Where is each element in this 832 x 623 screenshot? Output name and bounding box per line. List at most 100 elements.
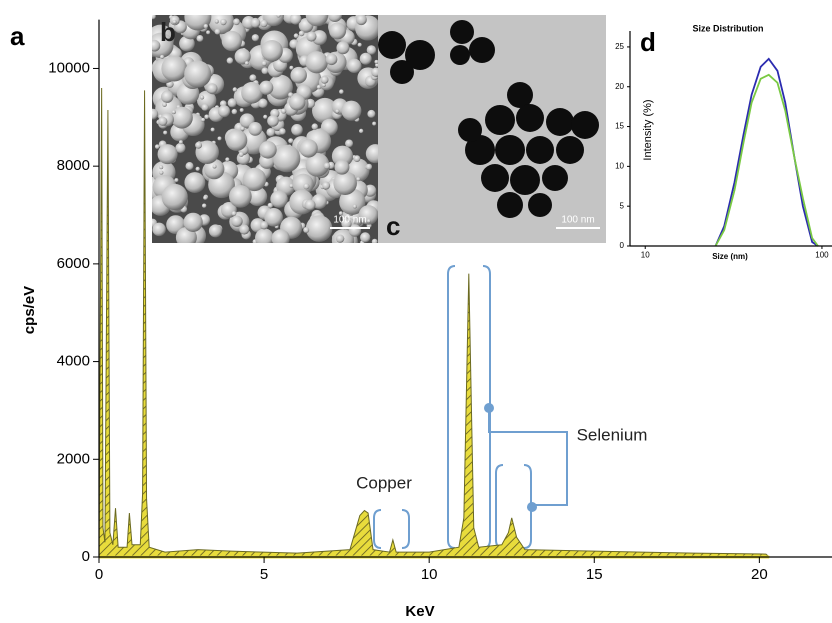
particle xyxy=(378,31,406,59)
particle xyxy=(333,171,357,196)
particle xyxy=(178,140,183,145)
particle xyxy=(390,60,414,84)
y-tick-label: 25 xyxy=(615,42,624,51)
particle xyxy=(322,181,331,190)
particle xyxy=(266,127,276,137)
particle xyxy=(305,51,328,74)
particle xyxy=(226,57,234,64)
particle xyxy=(339,89,344,94)
particle xyxy=(172,19,177,24)
particle xyxy=(268,74,293,100)
series-line xyxy=(714,73,819,247)
particle xyxy=(250,17,261,28)
panel-label: a xyxy=(10,21,25,51)
particle xyxy=(242,167,267,192)
particle xyxy=(270,190,288,208)
particle xyxy=(267,115,279,127)
y-tick-label: 2000 xyxy=(57,450,90,467)
particle xyxy=(261,40,283,62)
particle xyxy=(510,165,540,195)
particle xyxy=(458,118,482,142)
particle xyxy=(152,15,156,20)
particle xyxy=(335,234,345,243)
particle xyxy=(271,229,290,243)
particle xyxy=(298,30,305,37)
y-tick-label: 20 xyxy=(615,82,624,91)
particle xyxy=(199,95,205,100)
particle xyxy=(264,207,283,227)
particle xyxy=(291,124,303,136)
particle xyxy=(214,19,219,24)
particle xyxy=(231,108,238,115)
particle xyxy=(571,111,599,139)
particle xyxy=(497,192,523,218)
particle xyxy=(204,114,210,120)
particle xyxy=(320,75,329,84)
particle xyxy=(154,144,160,150)
particle xyxy=(481,164,509,192)
sem-image xyxy=(152,15,378,243)
particle xyxy=(206,83,218,94)
y-tick-label: 4000 xyxy=(57,353,90,370)
particle xyxy=(259,80,274,95)
particle xyxy=(323,162,331,170)
particle xyxy=(232,87,238,92)
particle xyxy=(293,33,299,39)
series-line xyxy=(714,57,819,247)
particle xyxy=(212,164,217,169)
particle xyxy=(311,193,327,210)
particle xyxy=(225,157,230,162)
particle xyxy=(325,53,338,66)
particle xyxy=(345,139,354,148)
particle xyxy=(507,82,533,108)
scale-bar-label: 100 nm xyxy=(561,215,594,226)
particle xyxy=(152,108,159,120)
particle xyxy=(292,173,314,195)
particle xyxy=(174,178,179,183)
particle xyxy=(261,67,269,75)
particle xyxy=(239,108,244,113)
particle xyxy=(374,59,378,64)
particle xyxy=(185,162,194,171)
particle xyxy=(375,63,378,68)
particle xyxy=(311,123,319,130)
particle xyxy=(279,128,286,135)
particle xyxy=(288,138,294,144)
particle xyxy=(347,58,362,74)
annotation: Copper xyxy=(356,473,412,492)
particle xyxy=(365,163,373,171)
particle xyxy=(546,108,574,136)
particle xyxy=(258,98,268,109)
particle xyxy=(366,45,377,55)
particle xyxy=(240,126,245,131)
particle xyxy=(201,117,206,122)
panel-label: d xyxy=(640,27,656,57)
particle xyxy=(485,105,515,135)
particle xyxy=(305,15,329,27)
particle xyxy=(341,100,362,121)
particle xyxy=(217,105,231,118)
particle xyxy=(304,199,316,211)
particle xyxy=(528,193,552,217)
tem-image xyxy=(378,15,606,243)
particle xyxy=(195,166,200,172)
particle xyxy=(359,52,372,65)
particle xyxy=(184,60,212,88)
particle xyxy=(229,185,252,208)
particle xyxy=(355,15,367,26)
x-axis-label: Size (nm) xyxy=(712,252,748,261)
particle xyxy=(352,204,357,209)
particle xyxy=(210,127,215,132)
y-axis-label: Intensity (%) xyxy=(642,99,654,160)
particle xyxy=(329,22,347,40)
particle xyxy=(334,159,350,175)
y-tick-label: 0 xyxy=(620,241,625,250)
particle xyxy=(273,145,301,173)
particle xyxy=(339,188,366,215)
annotation: Selenium xyxy=(577,425,648,444)
chart-title: Size Distribution xyxy=(692,23,763,33)
particle xyxy=(289,94,306,111)
x-tick-label: 5 xyxy=(260,566,268,583)
particle xyxy=(341,218,352,229)
particle xyxy=(465,135,495,165)
